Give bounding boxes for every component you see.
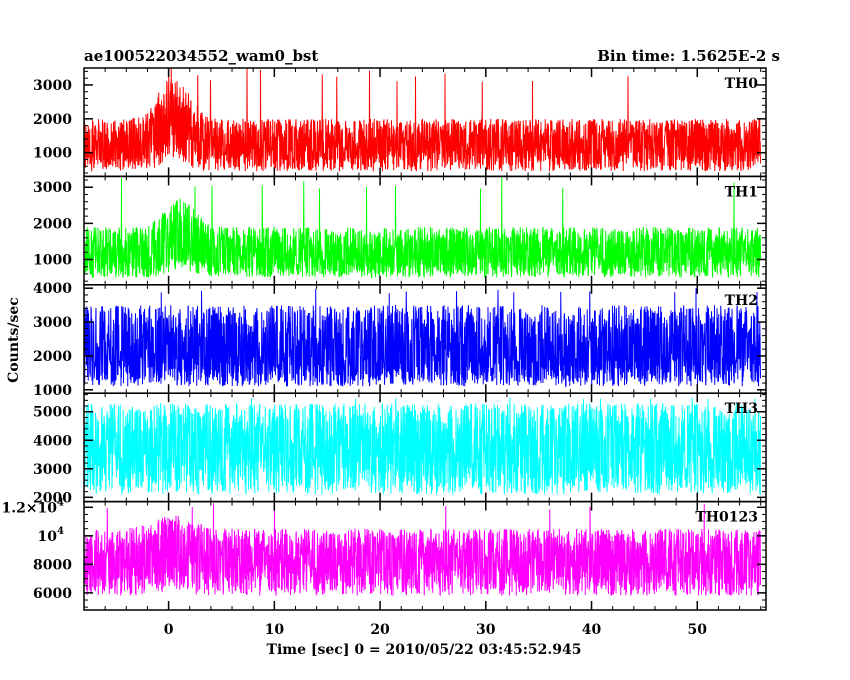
y-tick-label: 3000 (33, 462, 72, 478)
panel-label-th0123: TH0123 (695, 510, 758, 526)
x-tick-label: 30 (476, 622, 496, 638)
y-tick-label: 4000 (33, 433, 72, 449)
y-tick-label: 2000 (33, 349, 72, 365)
series-th1 (84, 176, 761, 279)
series-th0123 (84, 503, 761, 597)
x-axis-label: Time [sec] 0 = 2010/05/22 03:45:52.945 (267, 642, 582, 658)
panel-label-th0: TH0 (725, 76, 759, 92)
y-tick-label: 3000 (33, 180, 72, 196)
series-th0 (84, 68, 761, 172)
y-tick-label: 2000 (33, 490, 72, 506)
plot-title: ae100522034552_wam0_bst (84, 47, 318, 65)
y-tick-label: 2000 (33, 112, 72, 128)
y-tick-label: 8000 (33, 557, 72, 573)
y-tick-label: 3000 (33, 78, 72, 94)
x-tick-label: 50 (688, 622, 708, 638)
y-tick-label: 1.2×104 (1, 497, 64, 516)
bin-time-label: Bin time: 1.5625E-2 s (597, 47, 780, 65)
y-tick-label: 2000 (33, 216, 72, 232)
panel-label-th1: TH1 (725, 184, 758, 200)
y-tick-label: 5000 (33, 405, 72, 421)
panel-th0: 1000 2000 3000 TH0 (33, 67, 767, 178)
panel-th3: 2000 3000 4000 5000 TH3 (33, 392, 767, 506)
panel-th2: 1000 2000 3000 4000 TH2 (33, 281, 767, 399)
panel-label-th2: TH2 (725, 293, 758, 309)
y-tick-label: 4000 (33, 281, 72, 297)
series-th2 (84, 288, 761, 387)
y-tick-label: 104 (38, 526, 64, 545)
series-th3 (84, 397, 761, 496)
y-tick-label: 3000 (33, 315, 72, 331)
x-axis: 0 10 20 30 40 50 (164, 622, 708, 638)
panel-th0123: 6000 8000 104 1.2×104 TH0123 (1, 497, 767, 611)
y-tick-label: 1000 (33, 383, 72, 399)
y-tick-label: 6000 (33, 586, 72, 602)
panel-label-th3: TH3 (725, 401, 758, 417)
y-tick-label: 1000 (33, 253, 72, 269)
y-tick-label: 1000 (33, 146, 72, 162)
x-tick-label: 0 (164, 622, 174, 638)
y-axis-label: Counts/sec (6, 297, 22, 383)
panel-th1: 1000 2000 3000 TH1 (33, 175, 767, 286)
x-tick-label: 40 (582, 622, 602, 638)
panel-frame (83, 500, 767, 611)
x-tick-label: 10 (265, 622, 285, 638)
panels-group: 1000 2000 3000 TH0 1000 2000 3000 TH1 1000 2000 30… (1, 67, 767, 611)
x-tick-label: 20 (370, 622, 390, 638)
